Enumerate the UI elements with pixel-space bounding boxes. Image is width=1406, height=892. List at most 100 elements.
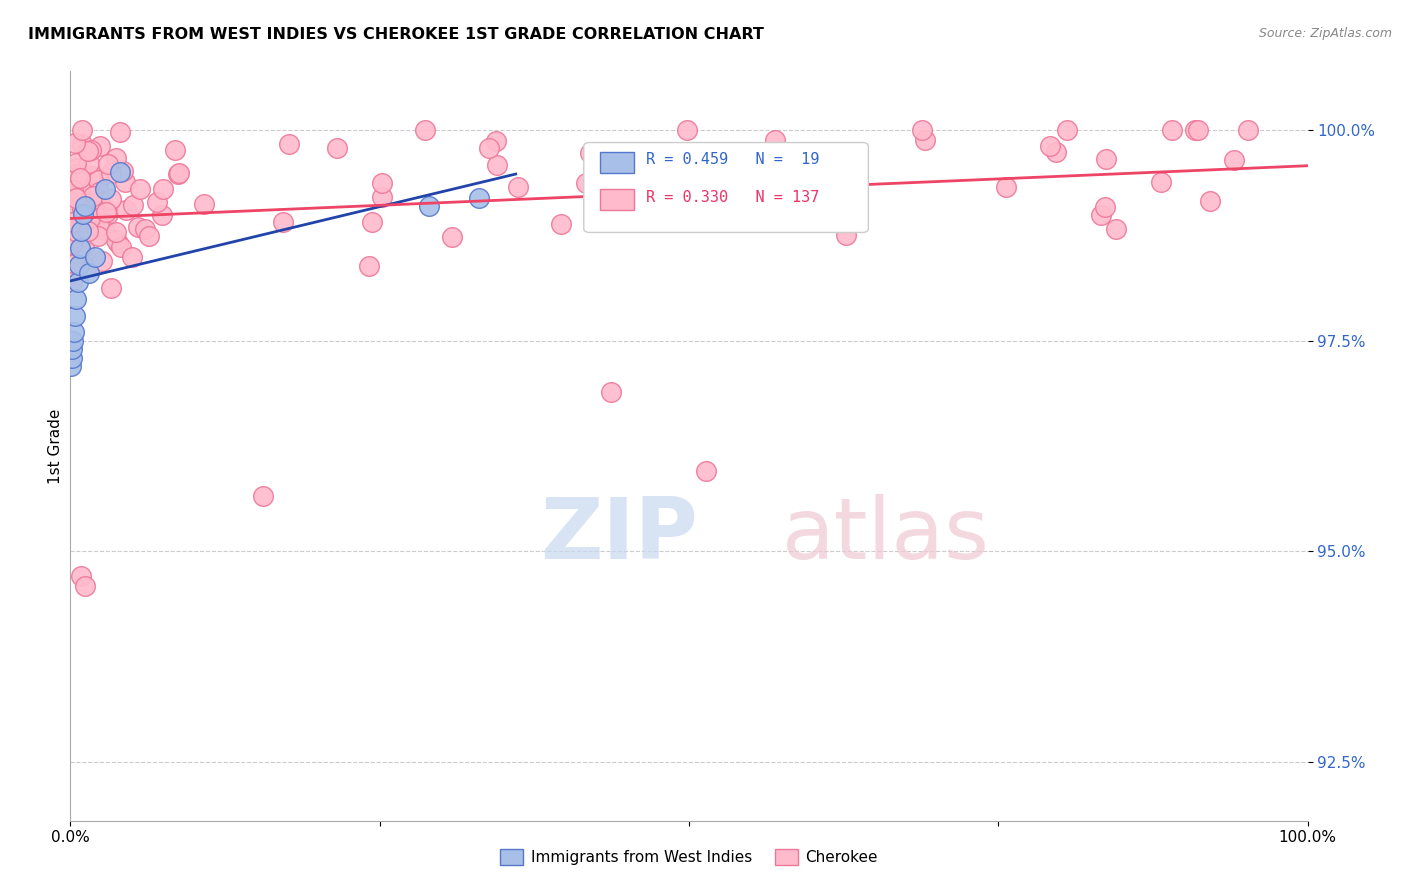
Point — [63, 230, 86, 244]
Point — [370, 190, 392, 204]
Point — [105, 233, 128, 247]
Legend: Immigrants from West Indies, Cherokee: Immigrants from West Indies, Cherokee — [492, 842, 886, 873]
Text: IMMIGRANTS FROM WEST INDIES VS CHEROKEE 1ST GRADE CORRELATION CHART: IMMIGRANTS FROM WEST INDIES VS CHEROKEE … — [28, 27, 763, 42]
Point — [129, 182, 152, 196]
Point — [65, 211, 87, 226]
Point — [1236, 123, 1258, 137]
Point — [104, 151, 127, 165]
Point — [80, 144, 103, 158]
Point — [278, 136, 301, 151]
Point — [97, 207, 120, 221]
Point — [683, 189, 706, 203]
Point — [1045, 145, 1067, 159]
Point — [763, 133, 786, 147]
Point — [100, 165, 122, 179]
Text: ZIP: ZIP — [540, 494, 699, 577]
Point — [150, 208, 173, 222]
Point — [69, 241, 91, 255]
Point — [83, 194, 105, 209]
Point — [107, 235, 129, 250]
Point — [782, 158, 804, 172]
Point — [1056, 123, 1078, 137]
Point — [60, 186, 83, 201]
Point — [835, 228, 858, 243]
Point — [60, 275, 83, 289]
Text: R = 0.459   N =  19: R = 0.459 N = 19 — [645, 153, 820, 168]
Point — [65, 195, 87, 210]
Point — [60, 197, 83, 211]
Point — [100, 281, 122, 295]
Point — [65, 190, 87, 204]
Point — [415, 123, 437, 137]
Point — [1161, 123, 1184, 137]
Point — [65, 225, 87, 239]
Point — [600, 384, 623, 399]
Point — [1094, 152, 1116, 166]
Point — [506, 180, 529, 194]
Point — [76, 224, 98, 238]
Point — [359, 259, 381, 273]
Point — [89, 192, 111, 206]
Point — [63, 202, 86, 217]
Point — [121, 198, 143, 212]
Point — [66, 198, 89, 212]
Point — [67, 258, 90, 272]
Point — [779, 201, 801, 215]
Point — [62, 268, 84, 283]
Point — [87, 185, 110, 199]
Y-axis label: 1st Grade: 1st Grade — [48, 409, 63, 483]
Point — [484, 134, 506, 148]
Point — [550, 217, 572, 231]
Point — [271, 215, 294, 229]
Point — [73, 579, 96, 593]
Point — [70, 202, 93, 216]
Point — [77, 144, 100, 158]
Point — [326, 140, 349, 154]
Point — [794, 181, 817, 195]
Point — [62, 215, 84, 229]
Point — [114, 202, 136, 217]
Point — [108, 165, 131, 179]
Point — [66, 169, 89, 184]
Point — [65, 161, 87, 176]
Point — [70, 219, 93, 233]
Point — [63, 256, 86, 270]
Point — [90, 254, 112, 268]
Point — [75, 260, 97, 274]
Point — [371, 176, 394, 190]
Point — [62, 183, 84, 197]
Point — [134, 222, 156, 236]
Point — [73, 241, 96, 255]
Point — [790, 184, 813, 198]
Point — [82, 169, 104, 184]
Point — [63, 326, 86, 340]
Point — [695, 464, 717, 478]
Point — [914, 133, 936, 147]
Point — [73, 227, 96, 241]
Text: R = 0.330   N = 137: R = 0.330 N = 137 — [645, 190, 820, 205]
Point — [83, 208, 105, 222]
Point — [69, 180, 91, 194]
FancyBboxPatch shape — [600, 189, 634, 210]
Point — [152, 181, 174, 195]
Text: Source: ZipAtlas.com: Source: ZipAtlas.com — [1258, 27, 1392, 40]
Point — [127, 219, 149, 234]
Point — [60, 342, 83, 356]
Point — [89, 219, 111, 233]
Point — [485, 158, 508, 172]
Point — [87, 229, 110, 244]
Point — [73, 204, 96, 219]
Point — [72, 207, 94, 221]
Point — [418, 199, 440, 213]
Point — [1090, 208, 1112, 222]
Point — [676, 123, 699, 137]
Point — [1184, 123, 1206, 137]
Point — [693, 208, 716, 222]
Point — [110, 125, 132, 139]
Point — [579, 145, 602, 160]
Point — [1222, 153, 1244, 168]
Point — [89, 139, 111, 153]
Point — [60, 212, 83, 227]
Point — [105, 225, 128, 239]
Point — [478, 141, 501, 155]
